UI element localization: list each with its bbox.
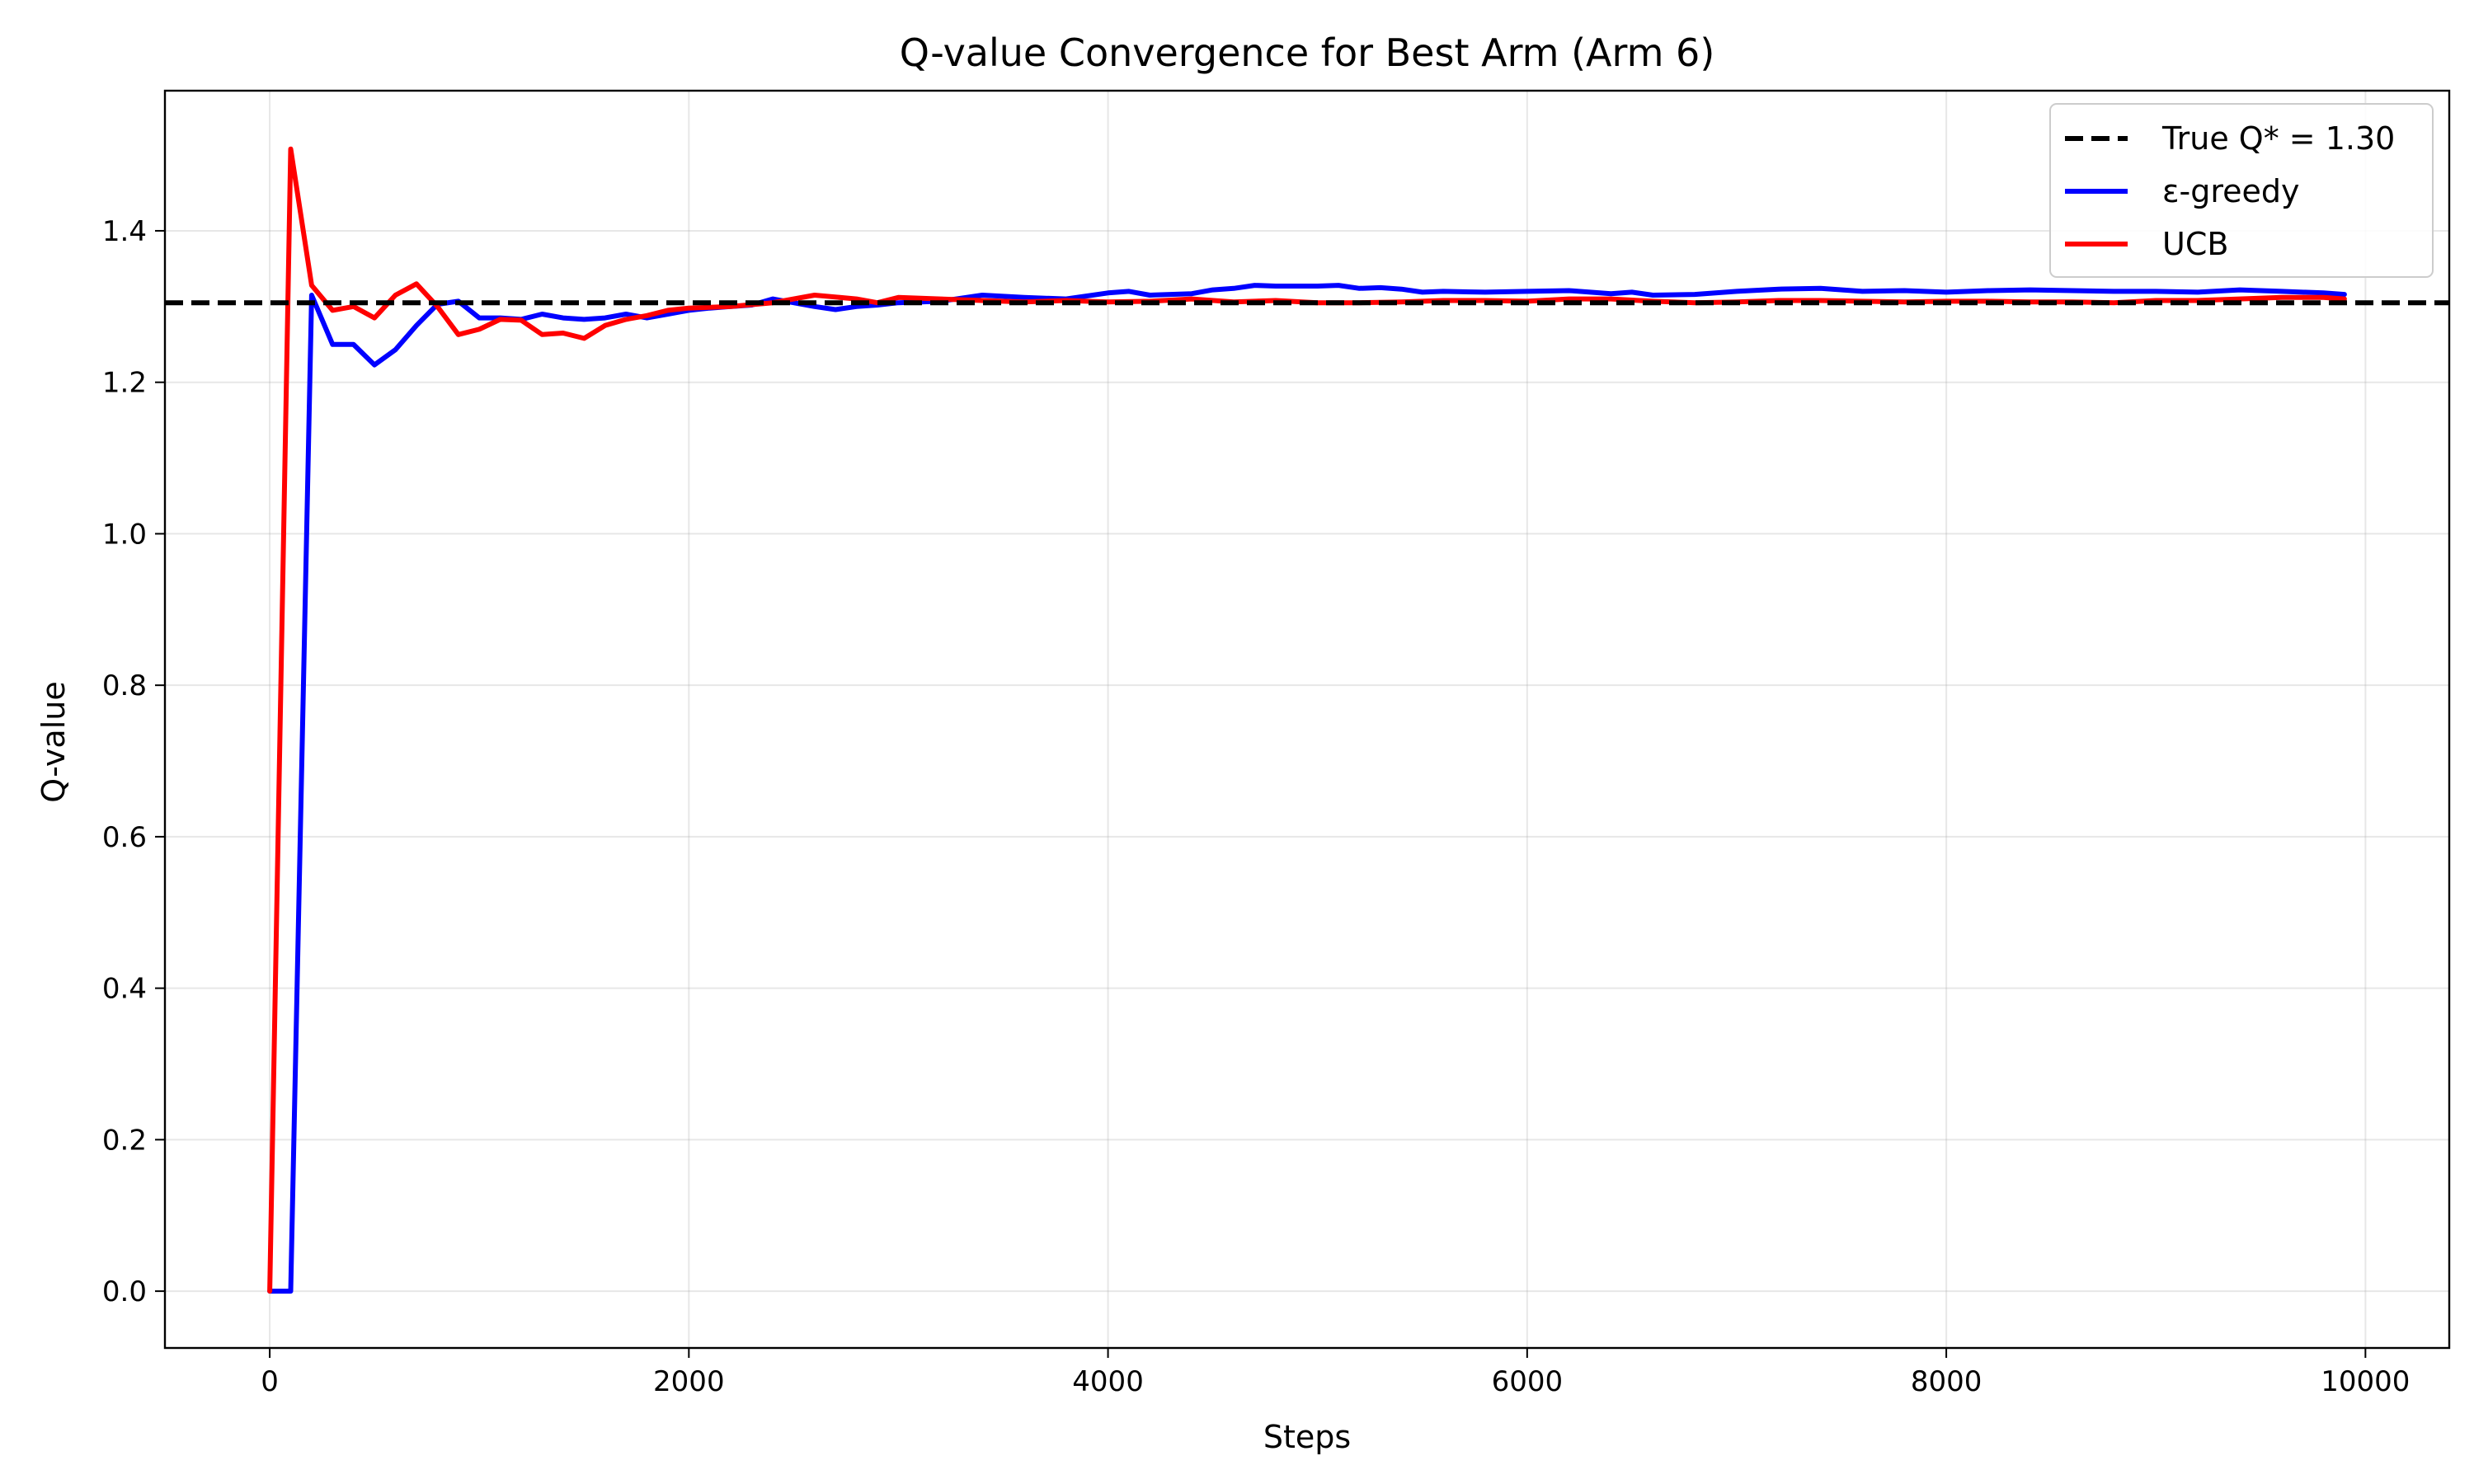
y-tick-label: 0.4 xyxy=(102,973,147,1006)
chart-title: Q-value Convergence for Best Arm (Arm 6) xyxy=(900,31,1715,75)
plot-area xyxy=(165,146,2449,1294)
x-axis: 0 2000 4000 6000 8000 10000 xyxy=(261,1348,2410,1398)
y-tick-label: 0.6 xyxy=(102,821,147,854)
plot-frame xyxy=(163,89,2451,1350)
y-tick-label: 1.4 xyxy=(102,215,147,248)
y-axis-label: Q-value xyxy=(35,681,72,802)
y-axis: 0.0 0.2 0.4 0.6 0.8 1.0 1.2 1.4 xyxy=(102,215,165,1308)
legend: True Q* = 1.30 ε-greedy UCB xyxy=(2049,103,2434,278)
x-tick-label: 6000 xyxy=(1492,1365,1564,1398)
series-line-egreedy xyxy=(267,283,2347,1294)
y-tick-label: 0.8 xyxy=(102,669,147,702)
x-tick-label: 4000 xyxy=(1072,1365,1144,1398)
x-tick-label: 0 xyxy=(261,1365,279,1398)
y-tick-label: 1.2 xyxy=(102,367,147,400)
legend-label-egreedy: ε-greedy xyxy=(2162,173,2300,209)
y-tick-label: 1.0 xyxy=(102,518,147,551)
y-tick-label: 0.0 xyxy=(102,1275,147,1308)
x-tick-label: 8000 xyxy=(1911,1365,1982,1398)
legend-label-ucb: UCB xyxy=(2162,226,2228,262)
legend-label-reference: True Q* = 1.30 xyxy=(2161,120,2395,157)
x-axis-label: Steps xyxy=(1263,1419,1351,1455)
y-tick-label: 0.2 xyxy=(102,1124,147,1157)
x-tick-label: 10000 xyxy=(2321,1365,2410,1398)
x-tick-label: 2000 xyxy=(653,1365,725,1398)
legend-box xyxy=(2049,103,2434,278)
